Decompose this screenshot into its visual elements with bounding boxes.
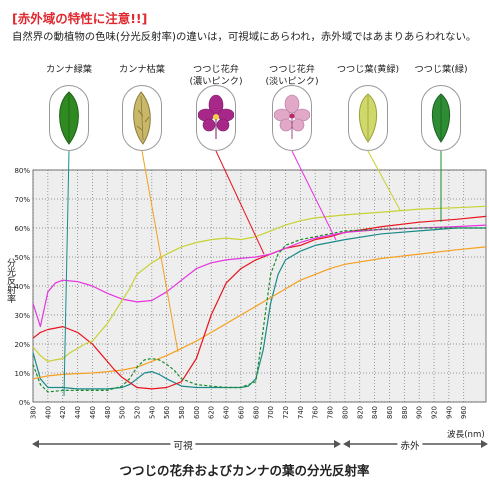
y-tick-label: 70% xyxy=(14,196,30,204)
x-tick-label: 600 xyxy=(193,406,201,419)
x-tick-label: 640 xyxy=(223,406,231,419)
x-tick-label: 480 xyxy=(104,406,112,419)
y-tick-label: 60% xyxy=(14,225,30,233)
x-tick-label: 440 xyxy=(74,406,82,419)
specimen-leader-line xyxy=(63,150,70,397)
light-pink-azalea-icon xyxy=(272,85,312,151)
x-tick-label: 740 xyxy=(297,406,305,419)
dead-leaf-icon xyxy=(122,85,162,151)
y-tick-label: 10% xyxy=(14,370,30,378)
heading: [赤外域の特性に注意!!] xyxy=(12,11,148,26)
x-tick-label: 840 xyxy=(371,406,379,419)
dark-pink-azalea-icon xyxy=(196,85,236,151)
specimen-label-azalea-dark-pink: つつじ花弁 (濃いピンク) xyxy=(189,64,243,87)
x-tick-label: 460 xyxy=(89,406,97,419)
x-tick-label: 620 xyxy=(208,406,216,419)
infrared-arrow-left-head xyxy=(343,440,350,448)
x-tick-label: 860 xyxy=(386,406,394,419)
x-tick-label: 520 xyxy=(133,406,141,419)
yellow-green-leaf-icon xyxy=(348,85,388,151)
infrared-arrow-right-head xyxy=(481,440,488,448)
specimen-label-azalea-light-pink: つつじ花弁 (淡いピンク) xyxy=(265,64,319,87)
series-line xyxy=(32,227,486,393)
chart-caption: つつじの花弁およびカンナの葉の分光反射率 xyxy=(119,463,370,478)
visible-arrow-left-head xyxy=(32,440,39,448)
plot-frame xyxy=(32,169,487,403)
x-tick-label: 940 xyxy=(445,406,453,419)
x-tick-label: 900 xyxy=(416,406,424,419)
azalea-green-leaf-icon xyxy=(421,85,461,151)
x-tick-label: 680 xyxy=(252,406,260,419)
y-tick-label: 50% xyxy=(14,254,30,262)
specimen-label-azalea-green-leaf: つつじ葉(緑) xyxy=(414,64,468,75)
x-tick-label: 660 xyxy=(237,406,245,419)
x-tick-label: 880 xyxy=(401,406,409,419)
specimen-leader-line xyxy=(291,150,337,241)
y-axis-label: 分光反射率 xyxy=(5,258,15,303)
y-tick-label: 0% xyxy=(19,399,30,407)
x-tick-label: 500 xyxy=(119,406,127,419)
x-tick-label: 400 xyxy=(44,406,52,419)
y-tick-label: 80% xyxy=(14,167,30,175)
infrared-region-label: 赤外 xyxy=(397,438,423,452)
series-line xyxy=(32,227,486,390)
x-tick-label: 960 xyxy=(460,406,468,419)
x-tick-label: 720 xyxy=(282,406,290,419)
x-tick-label: 780 xyxy=(327,406,335,419)
x-tick-label: 800 xyxy=(341,406,349,419)
x-tick-label: 420 xyxy=(59,406,67,419)
green-leaf-icon xyxy=(49,85,89,151)
subtitle: 自然界の動植物の色味(分光反射率)の違いは，可視域にあらわれ，赤外域ではあまりあ… xyxy=(12,31,477,43)
specimen-label-azalea-yellow-green-leaf: つつじ葉(黄緑) xyxy=(336,64,400,75)
series-line xyxy=(32,215,487,390)
y-tick-label: 30% xyxy=(14,312,30,320)
specimen-leader-line xyxy=(141,150,179,353)
x-tick-label: 820 xyxy=(356,406,364,419)
visible-region-label: 可視 xyxy=(170,438,196,452)
specimen-leader-line xyxy=(215,150,265,255)
specimen-label-canna-dead: カンナ枯葉 xyxy=(119,64,165,75)
plot-area xyxy=(33,170,486,402)
y-tick-label: 20% xyxy=(14,341,30,349)
visible-arrow-right-head xyxy=(334,440,341,448)
y-tick-label: 40% xyxy=(14,283,30,291)
series-line xyxy=(32,224,487,328)
x-tick-label: 700 xyxy=(267,406,275,419)
x-tick-label: 760 xyxy=(312,406,320,419)
specimen-leader-line xyxy=(367,150,401,211)
x-axis-unit: 波長(nm) xyxy=(447,430,485,440)
specimen-label-canna-green: カンナ緑葉 xyxy=(46,64,92,75)
series-line xyxy=(32,246,487,380)
x-tick-label: 560 xyxy=(163,406,171,419)
x-tick-label: 920 xyxy=(431,406,439,419)
x-tick-label: 540 xyxy=(148,406,156,419)
x-tick-label: 380 xyxy=(30,406,38,419)
x-tick-label: 580 xyxy=(178,406,186,419)
